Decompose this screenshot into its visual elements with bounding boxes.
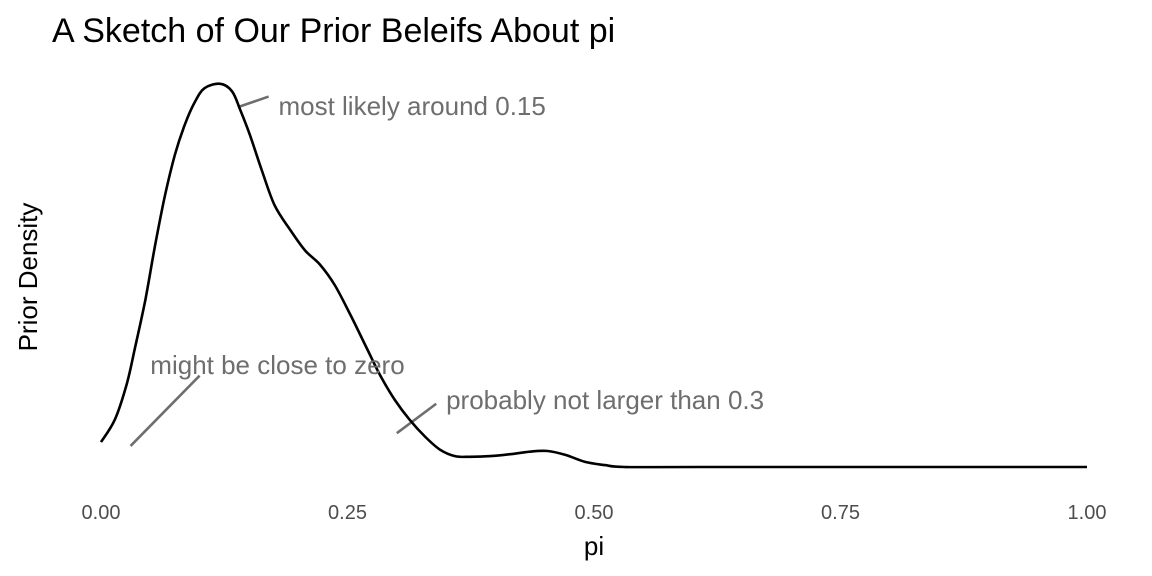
annotation-labels: most likely around 0.15 might be close to… (150, 91, 764, 415)
x-tick-label: 0.50 (575, 502, 614, 524)
x-axis-title: pi (584, 531, 604, 561)
annotation-segment (238, 95, 270, 108)
annotation-label: most likely around 0.15 (278, 91, 545, 121)
annotation-segments (129, 95, 438, 447)
x-tick-label: 0.25 (328, 502, 367, 524)
annotation-segment (129, 374, 201, 447)
annotation-label: probably not larger than 0.3 (446, 385, 764, 415)
annotation-segment (396, 402, 438, 435)
annotation-label: might be close to zero (150, 350, 404, 380)
chart-title: A Sketch of Our Prior Beleifs About pi (52, 12, 615, 50)
x-tick-label: 1.00 (1068, 502, 1107, 524)
x-axis-ticks: 0.00 0.25 0.50 0.75 1.00 (82, 502, 1107, 524)
x-tick-label: 0.75 (821, 502, 860, 524)
density-curve (99, 82, 1087, 469)
y-axis-title: Prior Density (13, 203, 43, 352)
x-tick-label: 0.00 (82, 502, 121, 524)
